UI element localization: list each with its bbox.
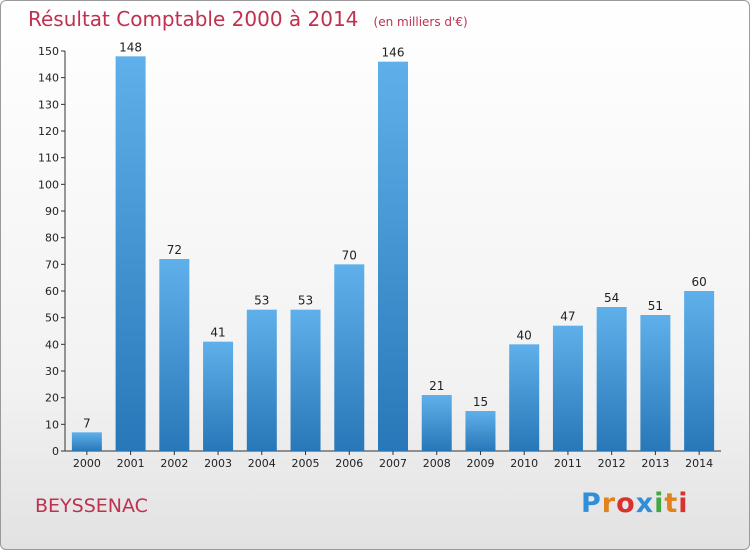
x-tick-label: 2002 (160, 457, 188, 470)
data-label: 60 (691, 275, 706, 289)
y-tick-label: 60 (45, 285, 59, 298)
bar (246, 309, 277, 451)
data-label: 70 (342, 248, 357, 262)
data-label: 21 (429, 379, 444, 393)
data-label: 15 (473, 395, 488, 409)
data-label: 146 (382, 46, 405, 60)
y-tick-label: 30 (45, 365, 59, 378)
y-tick-label: 80 (45, 232, 59, 245)
logo-letter: i (678, 488, 689, 519)
bar (640, 315, 671, 451)
x-tick-label: 2010 (510, 457, 538, 470)
data-label: 54 (604, 291, 619, 305)
y-tick-label: 100 (38, 178, 59, 191)
x-tick-label: 2012 (598, 457, 626, 470)
x-tick-label: 2001 (117, 457, 145, 470)
x-tick-label: 2003 (204, 457, 232, 470)
y-tick-label: 130 (38, 98, 59, 111)
y-tick-label: 70 (45, 258, 59, 271)
y-tick-label: 90 (45, 205, 59, 218)
x-tick-label: 2009 (466, 457, 494, 470)
x-tick-label: 2014 (685, 457, 713, 470)
x-tick-label: 2008 (423, 457, 451, 470)
logo-letter: x (635, 488, 655, 519)
bar (159, 259, 190, 451)
bar (596, 307, 627, 451)
data-label: 53 (254, 294, 269, 308)
x-tick-label: 2004 (248, 457, 276, 470)
data-label: 53 (298, 294, 313, 308)
x-tick-label: 2007 (379, 457, 407, 470)
data-label: 148 (119, 40, 142, 54)
logo-letter: r (601, 488, 617, 519)
bar (203, 341, 234, 451)
commune-name: BEYSSENAC (35, 495, 148, 517)
chart-title: Résultat Comptable 2000 à 2014 (28, 7, 359, 31)
bar (421, 395, 452, 451)
data-label: 40 (517, 328, 532, 342)
title-line: Résultat Comptable 2000 à 2014 (en milli… (28, 7, 468, 31)
bar (71, 432, 102, 451)
x-tick-label: 2011 (554, 457, 582, 470)
y-tick-label: 0 (52, 445, 59, 458)
chart-subtitle: (en milliers d'€) (373, 15, 468, 29)
bar (290, 309, 321, 451)
data-label: 47 (560, 310, 575, 324)
y-tick-label: 10 (45, 418, 59, 431)
y-tick-label: 50 (45, 312, 59, 325)
bar (684, 291, 715, 451)
y-tick-label: 120 (38, 125, 59, 138)
logo-letter: i (654, 488, 665, 519)
bar (465, 411, 496, 451)
bars (71, 56, 715, 452)
proxiti-logo[interactable]: Proxiti (581, 488, 689, 519)
bar (115, 56, 146, 451)
data-label: 51 (648, 299, 663, 313)
data-label: 7 (83, 416, 91, 430)
bar (334, 264, 365, 451)
data-label: 41 (210, 326, 225, 340)
labels: 2000 7 2001 148 2002 72 2003 41 2004 53 2005 53 2006… (73, 40, 713, 470)
logo-letter: o (616, 488, 636, 519)
y-tick-label: 40 (45, 338, 59, 351)
y-tick-label: 140 (38, 72, 59, 85)
axes: 0 10 20 30 40 50 60 70 80 90 100 110 120 130 140 150 (38, 45, 721, 458)
y-tick-label: 110 (38, 152, 59, 165)
bar (509, 344, 540, 451)
x-tick-label: 2000 (73, 457, 101, 470)
x-tick-label: 2013 (641, 457, 669, 470)
logo-letter: P (581, 488, 602, 519)
logo-letter: t (664, 488, 679, 519)
data-label: 72 (167, 243, 182, 257)
y-tick-label: 20 (45, 392, 59, 405)
y-tick-label: 150 (38, 45, 59, 58)
x-tick-label: 2005 (292, 457, 320, 470)
bar (552, 325, 583, 451)
bar (378, 61, 408, 452)
x-tick-label: 2006 (335, 457, 363, 470)
